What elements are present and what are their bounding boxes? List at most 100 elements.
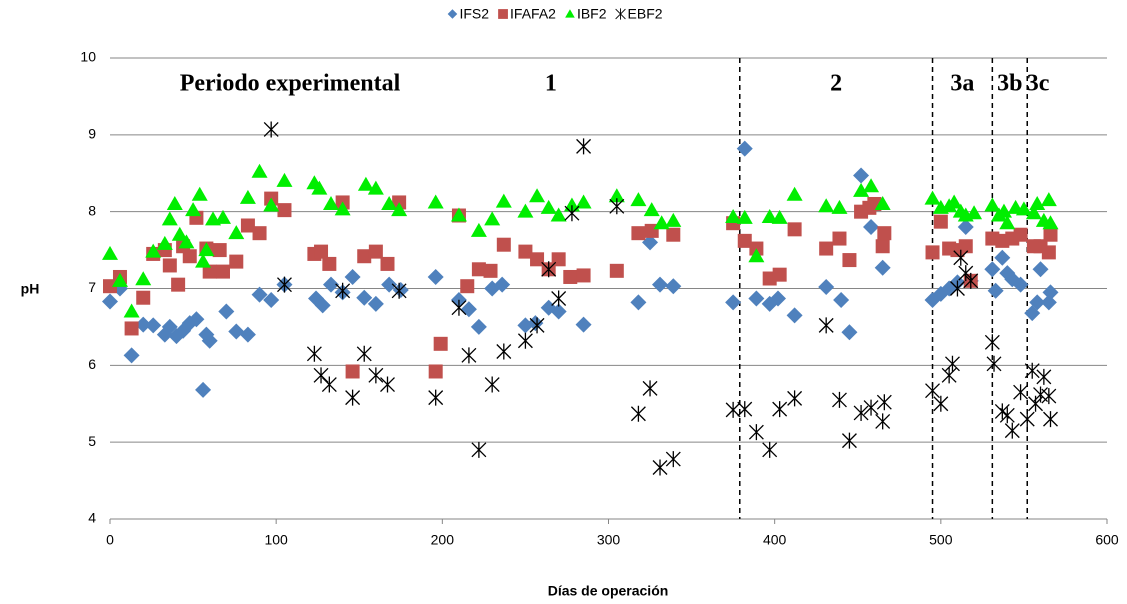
point	[451, 299, 467, 316]
asterisk	[471, 441, 487, 458]
point	[484, 376, 500, 393]
point	[874, 195, 891, 210]
point	[166, 195, 183, 210]
legend-item: IFS2	[447, 6, 489, 22]
point	[630, 192, 647, 207]
point	[818, 317, 834, 334]
point	[1041, 245, 1056, 260]
point	[471, 441, 487, 458]
point	[833, 292, 850, 309]
legend-marker	[447, 9, 458, 19]
triangle	[198, 242, 215, 257]
point	[145, 317, 162, 334]
triangle	[748, 248, 765, 263]
point	[832, 391, 847, 408]
diamond	[367, 295, 384, 312]
point	[1019, 411, 1035, 428]
point	[609, 263, 624, 278]
point	[357, 249, 372, 264]
diamond	[1029, 294, 1046, 311]
point	[1012, 276, 1029, 293]
point	[433, 336, 448, 351]
period-label: 1	[545, 71, 557, 97]
asterisk	[876, 394, 892, 411]
legend: IFS2 IFAFA2 IBF2 EBF2	[447, 6, 663, 22]
triangle	[145, 243, 162, 258]
point	[652, 459, 668, 476]
diamond	[447, 9, 458, 19]
square	[666, 227, 681, 242]
asterisk	[818, 317, 834, 334]
point	[771, 209, 788, 224]
point	[941, 367, 957, 384]
triangle	[214, 209, 231, 224]
point	[736, 140, 753, 157]
triangle	[630, 192, 647, 207]
point	[368, 367, 384, 384]
triangle	[529, 188, 546, 203]
point	[653, 215, 670, 230]
point	[853, 167, 870, 184]
asterisk	[564, 205, 580, 222]
point	[831, 199, 848, 214]
triangle	[575, 194, 592, 209]
y-tick-label: 5	[88, 433, 96, 449]
asterisk	[306, 345, 322, 362]
point	[171, 277, 186, 292]
asterisk	[356, 345, 372, 362]
diamond	[725, 294, 742, 311]
square	[212, 243, 227, 258]
point	[958, 239, 973, 254]
asterisk	[1019, 411, 1035, 428]
point	[276, 172, 293, 187]
point	[239, 189, 256, 204]
asterisk	[832, 391, 847, 408]
asterisk	[841, 432, 857, 449]
legend-item: IFAFA2	[498, 6, 556, 22]
asterisk	[630, 405, 646, 422]
diamond	[987, 282, 1004, 299]
asterisk	[772, 401, 788, 418]
point	[263, 121, 279, 138]
diamond	[642, 234, 659, 251]
diamond	[550, 303, 567, 320]
asterisk	[945, 355, 960, 372]
point	[251, 286, 268, 303]
point	[356, 345, 372, 362]
triangle	[818, 198, 835, 213]
triangle	[761, 209, 778, 224]
point	[787, 390, 803, 407]
diamond	[575, 316, 592, 333]
diamond	[748, 290, 765, 307]
point	[933, 395, 949, 412]
asterisk	[748, 424, 764, 441]
square	[136, 290, 151, 305]
point	[842, 253, 857, 268]
asterisk	[762, 441, 778, 458]
square	[380, 256, 395, 271]
point	[1024, 362, 1040, 379]
triangle	[736, 209, 753, 224]
square	[958, 239, 973, 254]
square	[1043, 227, 1058, 242]
asterisk	[999, 407, 1015, 424]
point	[345, 364, 360, 379]
diamond	[769, 290, 786, 307]
point	[1015, 201, 1032, 216]
period-label: 2	[830, 71, 842, 97]
asterisk	[615, 8, 626, 20]
x-tick-label: 100	[264, 532, 288, 548]
triangle	[123, 303, 140, 318]
point	[182, 249, 197, 264]
point	[135, 316, 152, 333]
point	[212, 243, 227, 258]
point	[987, 282, 1004, 299]
point	[124, 321, 139, 336]
point	[356, 289, 373, 306]
point	[863, 399, 879, 416]
point	[483, 263, 498, 278]
point	[966, 205, 983, 220]
square	[433, 336, 448, 351]
square	[842, 253, 857, 268]
point	[725, 294, 742, 311]
